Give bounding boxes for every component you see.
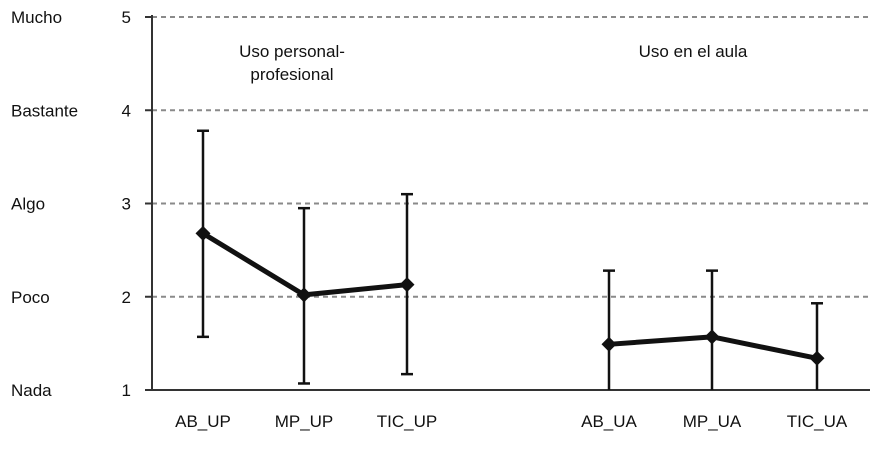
y-tick-label-1: 1: [122, 381, 131, 400]
data-point-ab_ua: [601, 336, 617, 352]
data-point-tic_up: [399, 277, 415, 293]
x-tick-label-tic-up: TIC_UP: [377, 412, 437, 431]
y-scale-label-poco: Poco: [11, 288, 50, 307]
error-bars: [197, 129, 823, 390]
axes: [145, 15, 870, 391]
chart-labels: Uso personal- profesional Uso en el aula…: [11, 8, 848, 431]
data-point-tic_ua: [809, 350, 825, 366]
x-tick-label-ab-up: AB_UP: [175, 412, 231, 431]
data-point-mp_ua: [704, 329, 720, 345]
y-tick-label-4: 4: [122, 101, 131, 120]
y-scale-label-bastante: Bastante: [11, 101, 78, 120]
x-tick-label-mp-ua: MP_UA: [683, 412, 742, 431]
panel-title-personal-line1: Uso personal-: [239, 42, 345, 61]
data-point-mp_up: [296, 287, 312, 303]
x-tick-label-mp-up: MP_UP: [275, 412, 334, 431]
grid-lines: [152, 16, 870, 298]
data-point-ab_up: [195, 225, 211, 241]
y-tick-label-3: 3: [122, 195, 131, 214]
y-tick-label-5: 5: [122, 8, 131, 27]
panel-title-aula: Uso en el aula: [639, 42, 748, 61]
y-scale-label-algo: Algo: [11, 195, 45, 214]
series-lines: [201, 231, 818, 361]
data-points: [195, 225, 825, 366]
y-scale-label-mucho: Mucho: [11, 8, 62, 27]
x-tick-label-tic-ua: TIC_UA: [787, 412, 848, 431]
y-tick-label-2: 2: [122, 288, 131, 307]
y-scale-label-nada: Nada: [11, 381, 52, 400]
panel-title-personal-line2: profesional: [250, 65, 333, 84]
x-tick-label-ab-ua: AB_UA: [581, 412, 637, 431]
